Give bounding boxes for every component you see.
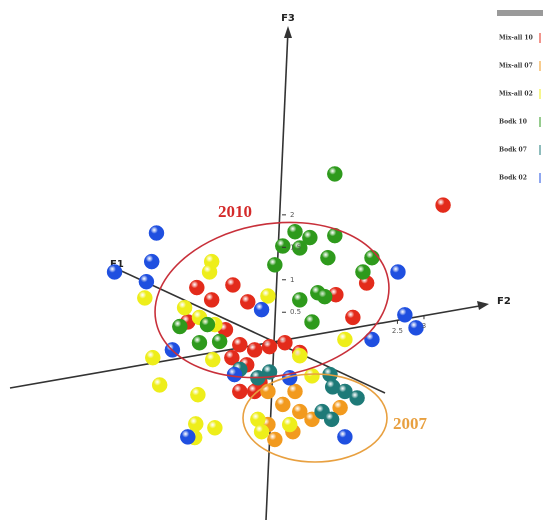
y-tick-label: 1.5	[290, 243, 301, 251]
annotation: 2010	[218, 202, 252, 221]
sphere	[190, 386, 206, 403]
sphere	[292, 403, 308, 420]
sphere	[287, 223, 303, 240]
y-tick-label: 0.5	[290, 308, 301, 316]
sphere	[203, 292, 220, 308]
f2-label: F2	[497, 296, 511, 307]
sphere	[143, 253, 160, 270]
sphere	[172, 318, 188, 335]
sphere	[292, 347, 308, 364]
legend-header	[497, 10, 543, 16]
sphere	[253, 423, 270, 440]
sphere	[260, 288, 276, 304]
sphere	[397, 307, 413, 323]
sphere	[292, 240, 308, 256]
f3-arrow	[284, 26, 292, 38]
sphere	[151, 377, 168, 393]
legend-label: Bodk 02	[499, 175, 527, 182]
group-ellipse	[242, 373, 388, 463]
sphere	[261, 364, 278, 380]
legend-label: Mix-all 02	[499, 91, 533, 98]
sphere	[275, 396, 291, 413]
legend-label: Mix-all 10	[499, 35, 533, 42]
sphere	[281, 416, 298, 433]
sphere	[189, 279, 205, 296]
sphere	[145, 349, 161, 366]
sphere	[277, 335, 293, 351]
sphere	[435, 197, 451, 213]
sphere	[180, 429, 196, 445]
legend-label: Bodk 10	[499, 119, 527, 126]
f2-axis	[9, 304, 486, 389]
sphere	[364, 249, 380, 266]
y-tick-label: 2	[290, 211, 294, 219]
f1-label: F1	[110, 259, 124, 270]
sphere	[304, 368, 320, 384]
sphere	[327, 166, 343, 182]
y-tick-label: 1	[290, 276, 294, 284]
sphere	[390, 264, 406, 280]
f3-label: F3	[281, 13, 295, 24]
sphere	[337, 383, 353, 400]
f1-axis	[114, 267, 386, 394]
sphere	[232, 336, 248, 353]
sphere	[337, 331, 353, 348]
sphere	[148, 225, 165, 241]
sphere	[176, 299, 193, 316]
sphere	[106, 264, 123, 280]
sphere	[199, 316, 216, 333]
sphere	[246, 383, 263, 400]
sphere	[287, 383, 303, 400]
sphere	[349, 390, 365, 406]
sphere	[275, 238, 291, 254]
sphere	[240, 294, 256, 310]
sphere	[337, 429, 353, 445]
sphere	[211, 333, 228, 350]
sphere	[232, 383, 248, 400]
sphere	[261, 338, 278, 355]
x-tick-label: 3	[422, 322, 426, 330]
sphere	[408, 320, 424, 336]
sphere	[304, 314, 320, 330]
sphere	[302, 229, 318, 246]
sphere	[207, 420, 223, 436]
sphere	[267, 431, 283, 448]
sphere	[355, 264, 371, 280]
sphere	[201, 264, 218, 280]
sphere	[188, 416, 204, 432]
sphere	[323, 411, 340, 428]
sphere	[364, 331, 380, 348]
sphere	[316, 288, 333, 305]
sphere	[224, 349, 240, 366]
x-tick-label: 2.5	[392, 327, 403, 335]
sphere	[345, 309, 361, 326]
group-ellipse	[154, 221, 390, 379]
sphere	[226, 366, 243, 383]
f2-arrow	[477, 301, 489, 310]
sphere	[267, 257, 283, 273]
sphere	[260, 383, 276, 400]
sphere	[204, 351, 221, 368]
sphere	[246, 342, 263, 358]
sphere	[191, 335, 208, 351]
sphere	[292, 292, 308, 308]
sphere	[138, 273, 155, 290]
sphere	[332, 399, 348, 416]
legend-label: Bodk 07	[499, 147, 527, 154]
annotation: 2007	[393, 414, 428, 433]
sphere	[137, 290, 153, 306]
sphere	[320, 249, 336, 266]
legend-label: Mix-all 07	[499, 63, 533, 70]
sphere	[225, 277, 241, 293]
sphere	[253, 301, 270, 318]
